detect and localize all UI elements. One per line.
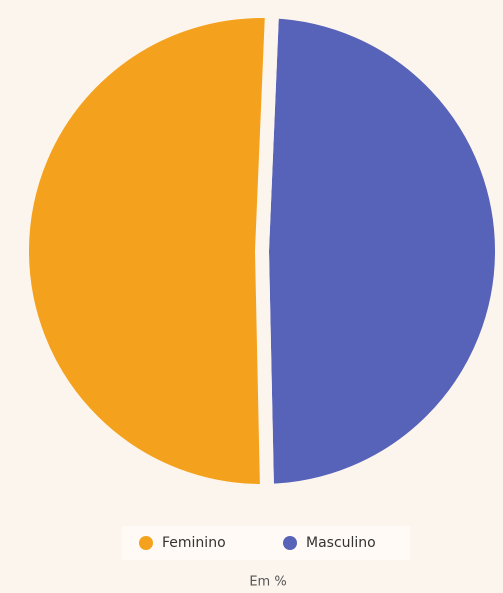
legend-label: Masculino — [306, 535, 376, 551]
pie-slice — [255, 4, 503, 498]
note: Em % — [249, 575, 286, 590]
pie-slice — [15, 4, 280, 498]
legend-swatch — [283, 536, 297, 550]
legend-swatch — [139, 536, 153, 550]
legend-box — [122, 526, 410, 560]
legend-label: Feminino — [162, 535, 226, 551]
